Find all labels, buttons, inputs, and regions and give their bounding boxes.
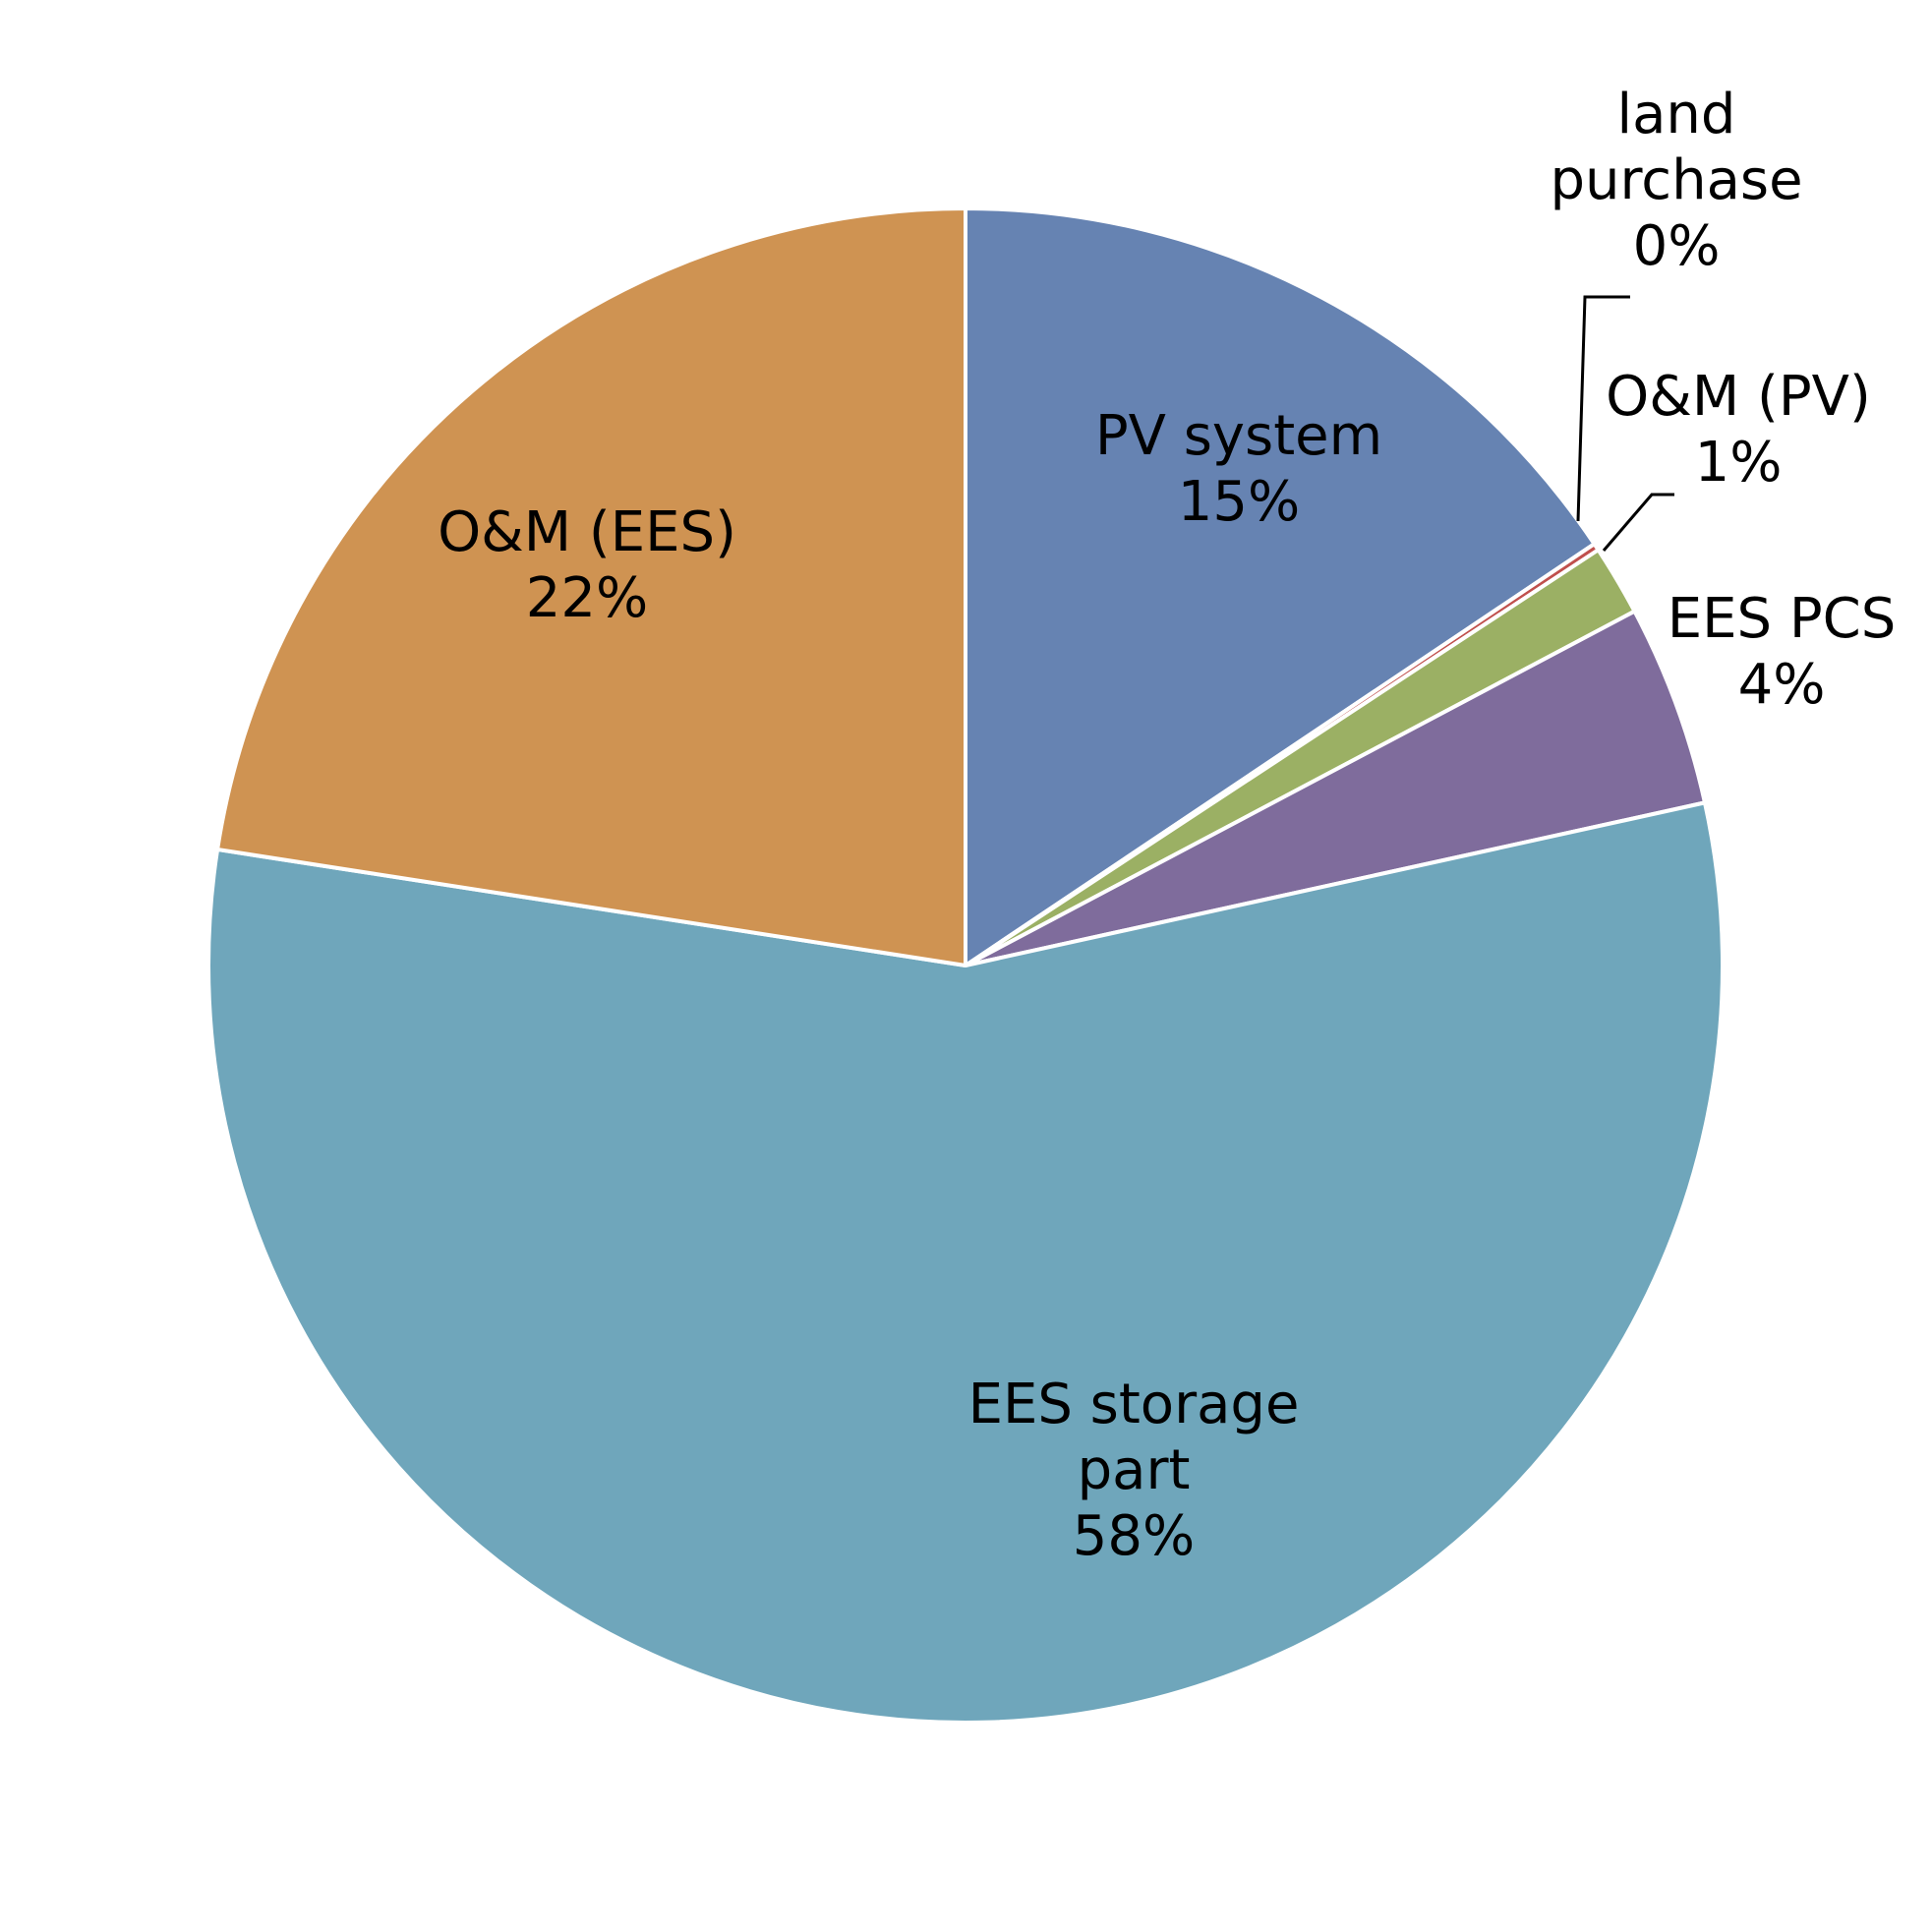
data-label-oandm-pv: O&M (PV) 1% — [1606, 365, 1871, 495]
data-label-pv-system: PV system 15% — [1095, 404, 1382, 534]
leader-lines — [1576, 295, 1674, 552]
pie-slices — [206, 206, 1725, 1725]
leader-line-oandm-pv — [1602, 493, 1674, 552]
pie-slice-ees-storage-part — [206, 800, 1725, 1725]
pie-slice-oandm-ees — [215, 206, 967, 967]
pie-slice-pv-system — [964, 206, 1597, 967]
data-label-oandm-ees: O&M (EES) 22% — [438, 500, 736, 630]
data-label-ees-pcs: EES PCS 4% — [1668, 587, 1897, 717]
data-labels: PV system 15% land purchase 0% O&M (PV) 1% EES … — [438, 83, 1896, 1568]
pie-slice-ees-pcs — [964, 609, 1707, 967]
data-label-ees-storage-part: EES storage part 58% — [968, 1373, 1300, 1568]
data-label-land-purchase: land purchase 0% — [1550, 83, 1802, 278]
leader-line-land-purchase — [1576, 295, 1630, 522]
